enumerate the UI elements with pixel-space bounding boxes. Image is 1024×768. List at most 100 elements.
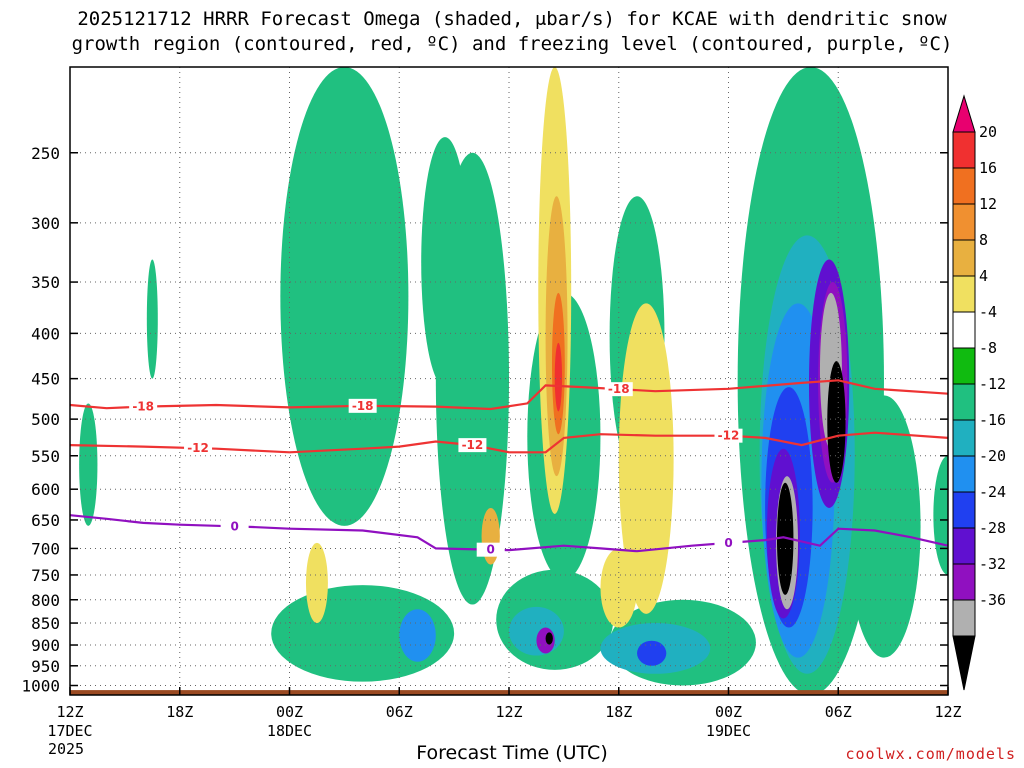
colorbar-label: -20 <box>979 447 1006 465</box>
colorbar-arrow-top <box>952 94 976 133</box>
colorbar-label: 8 <box>979 231 988 249</box>
dgz-minus18-label-bg-0 <box>129 399 158 414</box>
dgz-minus18-label-bg-2 <box>604 382 633 397</box>
y-tick-label: 400 <box>31 324 60 343</box>
colorbar-label: -32 <box>979 555 1006 573</box>
dgz-minus18-contour-label: -18 <box>608 382 630 396</box>
x-tick-label: 18Z <box>166 703 193 721</box>
colorbar-swatch <box>952 455 976 493</box>
y-tick-label: 500 <box>31 410 60 429</box>
freezing-level-label-bg-2 <box>714 535 743 550</box>
freezing-level-contour-line <box>69 514 949 553</box>
colorbar-label: 16 <box>979 159 997 177</box>
colorbar: 20 16 12 8 4 -4 -8 -12 -16 -20 -24 -28 -32 -36 <box>952 94 1006 691</box>
colorbar-label: 12 <box>979 195 997 213</box>
chart-title-line1: 2025121712 HRRR Forecast Omega (shaded, … <box>77 8 947 30</box>
y-tick-label: 750 <box>31 566 60 585</box>
colorbar-swatch <box>952 563 976 601</box>
dgz-minus12-label-bg-1 <box>458 438 487 453</box>
colorbar-swatch <box>952 491 976 529</box>
colorbar-label: -12 <box>979 375 1006 393</box>
freezing-level-contour-label: 0 <box>724 536 732 550</box>
x-tick-label: 06Z <box>825 703 852 721</box>
y-tick-label: 450 <box>31 370 60 389</box>
x-tick-label: 00Z <box>276 703 303 721</box>
colorbar-swatch <box>952 419 976 457</box>
x-tick-date: 17DEC <box>47 722 92 740</box>
dgz-minus12-label-bg-2 <box>714 428 743 443</box>
omega-region-neg8-4 <box>435 152 509 605</box>
dgz-minus18-contour-line <box>69 379 949 411</box>
freezing-level-contour-label: 0 <box>230 519 238 533</box>
omega-region-neg12-15 <box>509 606 564 656</box>
dgz-minus18-contour-label: -18 <box>352 399 374 413</box>
y-tick-label: 950 <box>31 657 60 676</box>
omega-region-4-31 <box>305 542 328 624</box>
freezing-level-contour-label: 0 <box>487 543 495 557</box>
y-tick-label: 300 <box>31 214 60 233</box>
x-tick-label: 06Z <box>386 703 413 721</box>
y-tick-label: 350 <box>31 273 60 292</box>
colorbar-swatch <box>952 599 976 637</box>
colorbar-swatch <box>952 527 976 565</box>
y-tick-label: 1000 <box>21 677 60 696</box>
dgz-minus18-label-bg-1 <box>348 398 377 413</box>
colorbar-swatch <box>952 275 976 313</box>
colorbar-arrow-bottom <box>952 635 976 691</box>
omega-region-neg36-27 <box>827 361 846 483</box>
x-tick-year: 2025 <box>48 740 84 758</box>
omega-shading-layer <box>79 67 948 695</box>
omega-region-neg8-11 <box>847 395 921 658</box>
colorbar-label: -4 <box>979 303 997 321</box>
colorbar-label: 4 <box>979 267 988 285</box>
omega-region-4-30 <box>618 303 674 614</box>
colorbar-swatch <box>952 347 976 385</box>
x-tick-date: 19DEC <box>706 722 751 740</box>
dgz-minus12-contour-line <box>69 431 949 454</box>
y-tick-label: 700 <box>31 539 60 558</box>
source-credit: coolwx.com/models <box>845 745 1016 763</box>
dgz-minus12-contour-label: -12 <box>462 438 484 452</box>
dgz-minus12-contour-label: -12 <box>718 429 740 443</box>
colorbar-label: 20 <box>979 123 997 141</box>
x-tick-label: 18Z <box>605 703 632 721</box>
dgz-minus18-contour-label: -18 <box>132 400 154 414</box>
colorbar-swatch <box>952 203 976 241</box>
colorbar-swatch <box>952 311 976 349</box>
colorbar-label: -28 <box>979 519 1006 537</box>
colorbar-label: -16 <box>979 411 1006 429</box>
x-axis-label: Forecast Time (UTC) <box>416 742 608 764</box>
contour-layer: -18 -18 -18 -12 -12 -12 0 0 0 <box>69 379 949 557</box>
omega-region-20-36 <box>554 342 563 412</box>
freezing-level-label-bg-1 <box>476 542 505 557</box>
omega-region-neg36-28 <box>545 632 553 645</box>
y-tick-label: 250 <box>31 144 60 163</box>
x-tick-label: 12Z <box>56 703 83 721</box>
y-tick-label: 650 <box>31 511 60 530</box>
omega-region-neg8-0 <box>146 259 158 379</box>
y-tick-label: 550 <box>31 447 60 466</box>
omega-region-neg20-19 <box>637 640 667 666</box>
omega-region-neg8-2 <box>280 67 409 526</box>
dgz-minus12-contour-label: -12 <box>187 441 209 455</box>
freezing-level-label-bg-0 <box>220 519 249 534</box>
omega-region-neg8-1 <box>79 403 98 526</box>
x-tick-label: 12Z <box>495 703 522 721</box>
x-tick-label: 00Z <box>715 703 742 721</box>
colorbar-label: -8 <box>979 339 997 357</box>
colorbar-swatch <box>952 167 976 205</box>
omega-region-neg16-17 <box>399 609 436 662</box>
colorbar-label: -24 <box>979 483 1006 501</box>
y-tick-label: 900 <box>31 636 60 655</box>
y-axis: 250 300 350 400 450 500 550 600 650 700 750 800 850 9… <box>21 144 948 696</box>
x-tick-label: 12Z <box>934 703 961 721</box>
colorbar-label: -36 <box>979 591 1006 609</box>
x-tick-date: 18DEC <box>267 722 312 740</box>
y-tick-label: 800 <box>31 591 60 610</box>
chart-title-line2: growth region (contoured, red, ºC) and f… <box>71 33 953 55</box>
y-tick-label: 600 <box>31 480 60 499</box>
dgz-minus12-label-bg-0 <box>184 441 213 456</box>
colorbar-swatch <box>952 131 976 169</box>
